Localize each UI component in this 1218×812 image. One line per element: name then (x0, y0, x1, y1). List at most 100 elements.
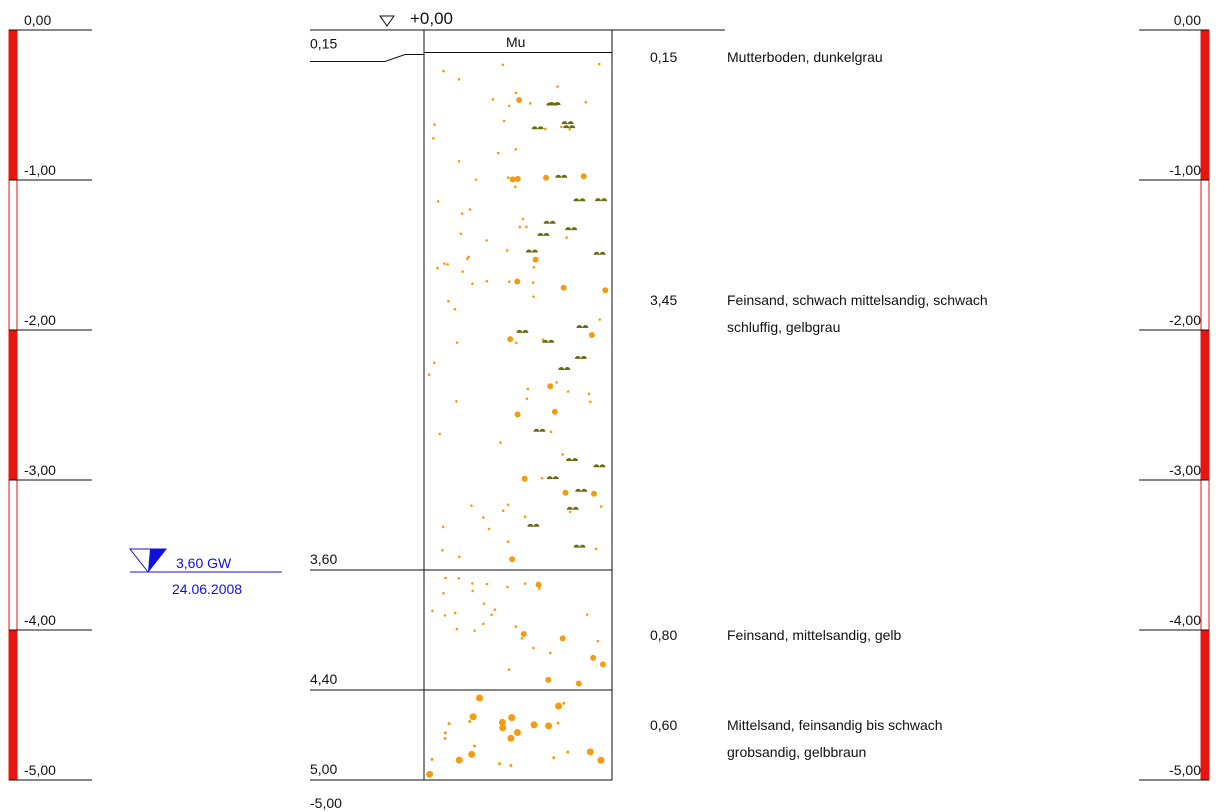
groundwater-triangle-fill-icon (148, 549, 166, 572)
sand-grain (507, 280, 511, 283)
sand-grain (523, 582, 527, 585)
sand-grain (501, 509, 505, 512)
sand-grain (482, 622, 485, 626)
silt-symbol (558, 366, 571, 370)
sand-grain (455, 341, 459, 344)
sand-grain (526, 387, 530, 391)
silt-symbol (543, 220, 556, 224)
sand-grain (507, 668, 511, 671)
layer-description: Feinsand, schwach mittelsandig, schwach (727, 292, 988, 308)
scale-label-right: -1,00 (1169, 162, 1201, 178)
silt-symbol (546, 102, 559, 106)
sand-grain (528, 102, 532, 105)
scale-label-left: -1,00 (24, 162, 56, 178)
sand-grain (599, 505, 603, 508)
sand-grain (438, 432, 442, 436)
layer-description: grobsandig, gelbbraun (727, 744, 866, 760)
sand-grain (457, 78, 461, 81)
sand-grain (518, 225, 522, 229)
sand-grain (535, 581, 542, 588)
layer-depth-label: 4,40 (310, 671, 337, 687)
sand-grain (468, 720, 472, 724)
silt-symbol (575, 488, 588, 492)
scale-label-left: -3,00 (24, 462, 56, 478)
sand-grain (459, 232, 463, 236)
sand-grain (531, 281, 535, 284)
sand-grain (455, 756, 463, 764)
sand-grain (537, 587, 541, 590)
sand-grain (568, 510, 572, 514)
sand-grain (530, 721, 538, 729)
sand-grain (560, 284, 567, 291)
scale-bar-segment-right (1200, 179, 1210, 331)
sand-grain (506, 540, 510, 543)
sand-grain (436, 266, 439, 270)
sand-grain (455, 627, 459, 631)
sand-grain (471, 589, 474, 593)
sand-grain (499, 441, 502, 444)
sand-grain (580, 173, 587, 180)
silt-symbol (593, 464, 606, 468)
layer-depth-label: 0,15 (310, 36, 337, 52)
scale-bar-segment-left (8, 329, 18, 481)
sand-grain (430, 757, 434, 761)
sand-grain (482, 602, 486, 606)
sand-grain (596, 639, 600, 643)
scale-label-left: -4,00 (24, 612, 56, 628)
sand-grain (474, 178, 478, 181)
groundwater-date-label: 24.06.2008 (172, 581, 242, 597)
sand-grain (498, 718, 506, 726)
scale-label-left: -2,00 (24, 312, 56, 328)
sand-grain (561, 453, 564, 456)
sand-grain (523, 515, 527, 519)
scale-bar-segment-right (1200, 329, 1210, 481)
sand-grain (556, 721, 560, 725)
sand-grain (520, 630, 527, 637)
silt-symbol (563, 125, 576, 129)
sand-grain (453, 307, 457, 311)
scale-label-right: -2,00 (1169, 312, 1201, 328)
sand-grain (549, 430, 553, 433)
ground-level-triangle-icon (379, 15, 395, 27)
layer-annotations: 0,15 0,15 Mutterboden, dunkelgrau 3,60 3,45 F… (310, 36, 988, 781)
sand-grain (468, 208, 472, 211)
sand-grain (442, 69, 445, 73)
sand-grain (587, 392, 591, 396)
sand-grain (532, 646, 535, 650)
sand-grain (597, 62, 601, 66)
sand-grain (566, 750, 570, 754)
layer-leader-line (310, 54, 424, 62)
sand-grain (520, 637, 524, 640)
sand-grain (543, 127, 547, 131)
sand-grain (498, 762, 502, 766)
sand-grain (427, 373, 431, 376)
layer-description: Mittelsand, feinsandig bis schwach (727, 717, 943, 733)
sand-grain (441, 548, 444, 552)
sand-grain (493, 608, 497, 611)
sand-grain (443, 737, 447, 741)
sand-grain (597, 756, 605, 764)
sand-grain (514, 411, 521, 418)
sand-grain (545, 722, 553, 730)
sand-grain (540, 476, 544, 480)
layer-description: Feinsand, mittelsandig, gelb (727, 627, 902, 643)
sand-grain (514, 278, 521, 285)
silt-symbol (537, 232, 550, 236)
sand-grain (469, 713, 477, 721)
sand-grain (602, 287, 609, 294)
scale-label-right: 0,00 (1174, 12, 1201, 28)
sand-grain (455, 400, 458, 403)
ground-level-label: +0,00 (410, 9, 453, 28)
sand-grain (485, 279, 489, 283)
sand-grain (465, 257, 469, 260)
sand-grain (444, 576, 447, 580)
sand-grain (443, 731, 447, 735)
layer-pattern-fine-sand (431, 576, 606, 687)
sand-grain (443, 614, 447, 617)
silt-symbol (566, 506, 579, 510)
silt-symbol (516, 329, 529, 333)
sand-grain (525, 225, 528, 229)
sand-grain (543, 174, 550, 181)
sand-grain (461, 270, 464, 273)
